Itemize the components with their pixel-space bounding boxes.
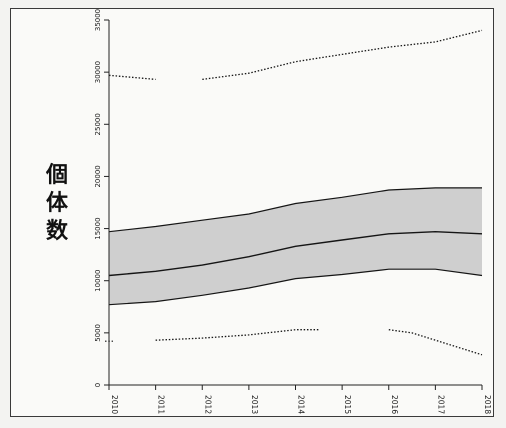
y-tick-label-6: 30000	[94, 61, 102, 83]
y-axis-label-char-3: 数	[45, 219, 68, 244]
chart-frame: 0 5000 10000 15000 20000 25000 30000 35000 2010 2…	[10, 8, 494, 417]
y-tick-label-4: 20000	[94, 165, 102, 187]
series-2-segment-2	[388, 329, 483, 356]
x-tick-label-7: 2017	[436, 395, 445, 414]
y-axis-label-char-2: 体	[45, 191, 68, 216]
y-tick-label-5: 25000	[94, 113, 102, 135]
x-tick-label-1: 2011	[157, 395, 166, 414]
x-tick-label-6: 2016	[390, 395, 399, 414]
x-tick-label-5: 2015	[343, 395, 352, 414]
population-chart: 0 5000 10000 15000 20000 25000 30000 35000 2010 2…	[94, 9, 492, 414]
x-tick-label-2: 2012	[203, 395, 212, 414]
y-tick-label-1: 5000	[94, 324, 102, 342]
y-tick-label-3: 15000	[94, 217, 102, 239]
y-tick-label-2: 10000	[94, 270, 102, 292]
x-tick-label-3: 2013	[250, 395, 259, 414]
band-lower-line	[108, 268, 483, 306]
series-1-segment-1	[202, 29, 483, 81]
x-tick-label-8: 2018	[483, 395, 492, 414]
x-tick-label-0: 2010	[110, 395, 119, 414]
y-tick-label-0: 0	[94, 383, 102, 387]
series-0-line	[108, 230, 483, 277]
series-2-segment-1	[155, 329, 319, 341]
y-tick-label-7: 35000	[94, 9, 102, 31]
y-axis-label-char-1: 個	[45, 163, 68, 188]
x-tick-label-4: 2014	[297, 395, 306, 414]
band-upper-line	[108, 187, 482, 233]
series-1-segment-0	[108, 74, 156, 81]
